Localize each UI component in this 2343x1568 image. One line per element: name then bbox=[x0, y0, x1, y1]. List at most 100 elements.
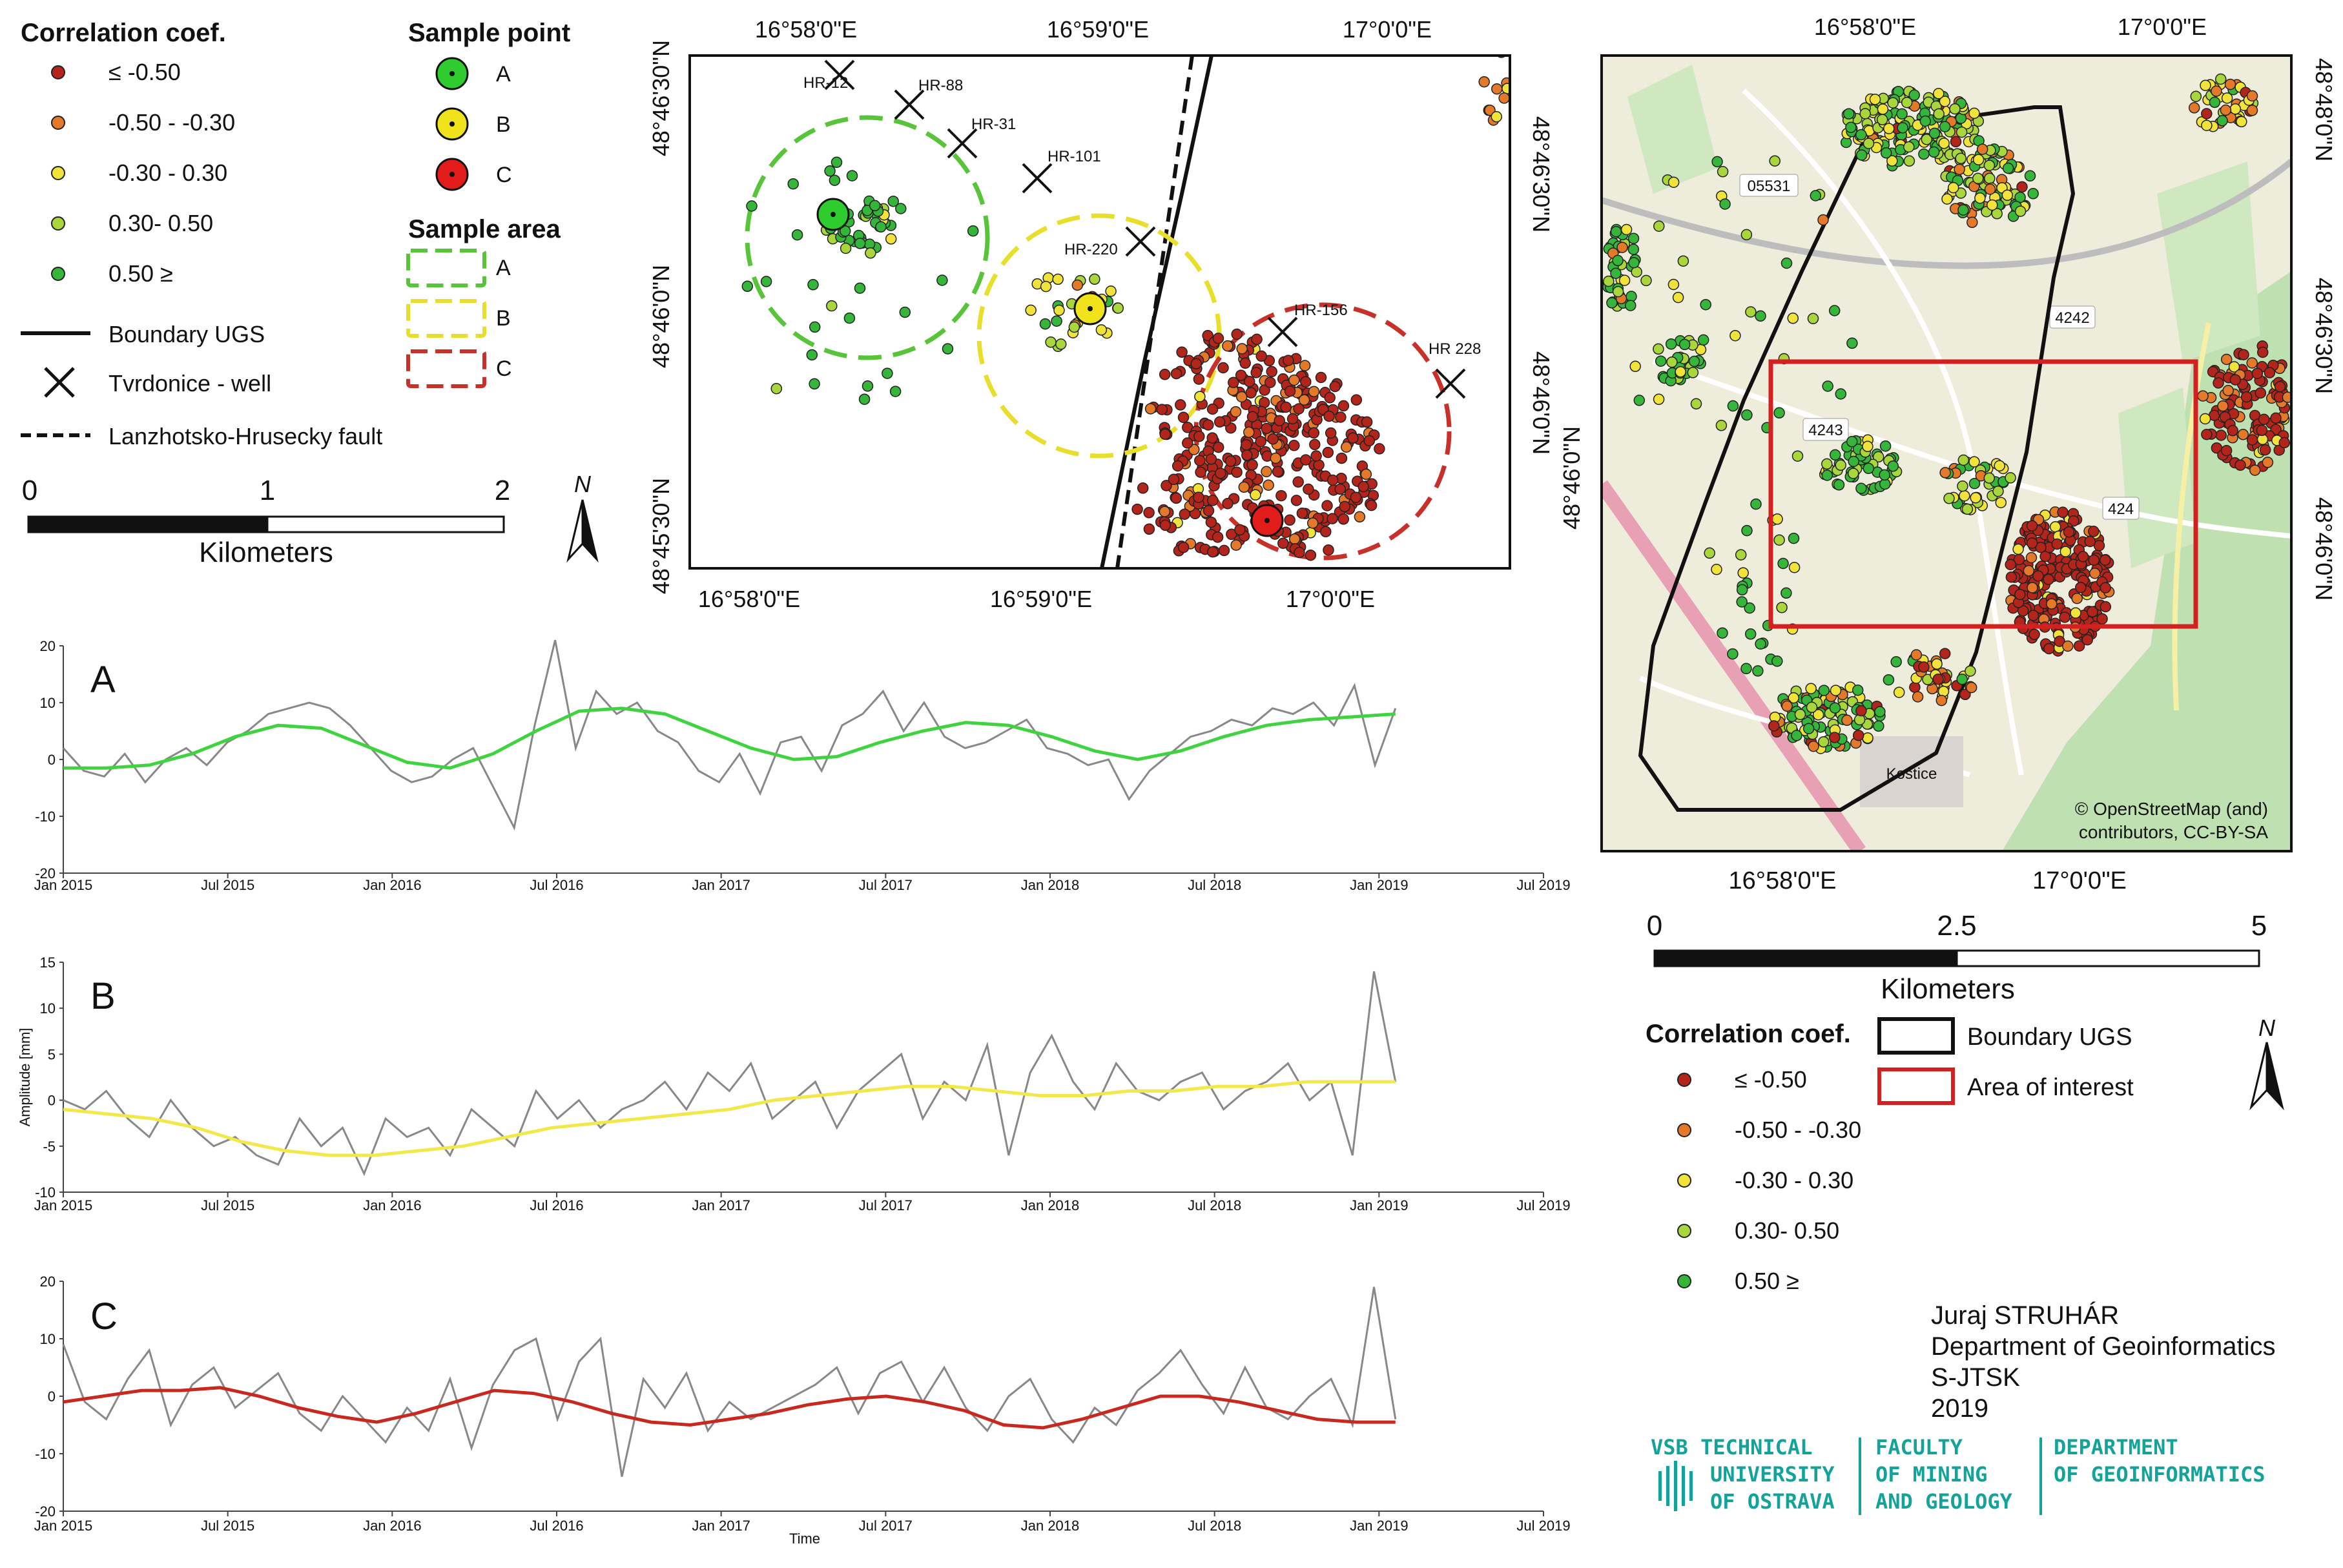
ps-point bbox=[1071, 279, 1084, 291]
ps-point bbox=[1052, 273, 1064, 285]
x-tick-label: Jul 2018 bbox=[1188, 1518, 1241, 1534]
x-tick-label: Jan 2016 bbox=[363, 877, 422, 893]
ps-point bbox=[1321, 500, 1333, 511]
credit-author: Juraj STRUHÁR bbox=[1931, 1301, 2119, 1330]
ps-points-detail bbox=[741, 56, 1510, 561]
ps-point bbox=[1212, 531, 1224, 543]
overview-map-border bbox=[1600, 54, 2293, 852]
y-tick-label: 10 bbox=[40, 1331, 56, 1347]
ps-point bbox=[1835, 388, 1847, 400]
boundary-symbol-right bbox=[1877, 1017, 1955, 1055]
ps-point bbox=[807, 279, 819, 291]
panel-label-A: A bbox=[90, 659, 116, 701]
ps-point bbox=[1193, 491, 1204, 503]
corr-class-symbol-right bbox=[1677, 1073, 1691, 1087]
ps-point bbox=[1182, 437, 1193, 449]
ps-point bbox=[1935, 694, 1948, 707]
credit-year: 2019 bbox=[1931, 1394, 1988, 1423]
ov-scale-tick-0: 0 bbox=[1647, 910, 1662, 942]
ps-point bbox=[1610, 267, 1622, 279]
corr-class-symbol-right bbox=[1677, 1274, 1691, 1288]
ps-point bbox=[1350, 491, 1362, 503]
ps-point bbox=[1231, 328, 1243, 340]
corr-class-label-right: ≤ -0.50 bbox=[1735, 1066, 1807, 1093]
ps-point bbox=[1159, 506, 1171, 517]
university-logo: VSB TECHNICAL UNIVERSITY OF OSTRAVA FACU… bbox=[1651, 1435, 2266, 1515]
y-tick-label: 20 bbox=[40, 1274, 56, 1290]
ps-point bbox=[1243, 375, 1255, 387]
ps-point bbox=[1293, 403, 1305, 415]
ps-point bbox=[1939, 121, 1951, 132]
ps-point bbox=[1170, 492, 1182, 504]
ps-point bbox=[1144, 403, 1157, 415]
detail-bottom-tick-1: 16°59'0"E bbox=[990, 586, 1092, 612]
logo-col2-line1: FACULTY bbox=[1875, 1435, 1963, 1460]
x-tick-label: Jul 2019 bbox=[1516, 1197, 1570, 1213]
ps-point bbox=[1206, 432, 1218, 444]
corr-class-label: ≤ -0.50 bbox=[108, 59, 181, 85]
ps-point bbox=[1292, 476, 1304, 488]
ps-point bbox=[1890, 656, 1902, 668]
ps-point bbox=[1294, 546, 1305, 559]
ps-point bbox=[1053, 304, 1065, 316]
ps-point bbox=[1653, 220, 1665, 232]
ps-point bbox=[1829, 449, 1841, 461]
ps-point bbox=[1625, 300, 1636, 311]
svg-text:4243: 4243 bbox=[1808, 422, 1842, 439]
ps-point bbox=[1688, 355, 1700, 367]
road-label-4243: 4243 bbox=[1802, 418, 1849, 441]
ps-point bbox=[1968, 477, 1981, 490]
ps-point bbox=[1727, 400, 1739, 412]
ps-point bbox=[2059, 612, 2070, 623]
ps-point bbox=[1768, 720, 1780, 732]
ps-point bbox=[1478, 76, 1490, 88]
ps-point bbox=[1205, 453, 1217, 465]
ps-point bbox=[2246, 105, 2258, 116]
ps-point bbox=[1887, 460, 1899, 472]
ps-point bbox=[2217, 400, 2229, 412]
ps-point bbox=[2235, 459, 2246, 471]
ps-point bbox=[2259, 444, 2271, 456]
north-arrow-icon: N bbox=[566, 471, 599, 563]
detail-top-tick-0: 16°58'0"E bbox=[755, 16, 857, 43]
ps-point bbox=[1835, 459, 1846, 471]
corr-class-label-right: 0.30- 0.50 bbox=[1735, 1217, 1839, 1244]
ps-point bbox=[2014, 588, 2026, 601]
ps-point bbox=[1190, 358, 1202, 370]
ps-point bbox=[791, 229, 803, 241]
ps-point bbox=[1991, 208, 2003, 220]
ps-point bbox=[1159, 519, 1172, 531]
ps-point bbox=[2227, 425, 2238, 437]
x-tick-label: Jul 2015 bbox=[201, 1197, 254, 1213]
ps-point bbox=[1994, 460, 2005, 472]
x-tick-label: Jul 2016 bbox=[530, 877, 583, 893]
ps-point bbox=[1168, 473, 1180, 486]
ps-point bbox=[2026, 537, 2038, 549]
sample-area-symbol bbox=[406, 349, 486, 388]
ps-point bbox=[2213, 377, 2224, 389]
x-tick-label: Jul 2017 bbox=[859, 1518, 913, 1534]
well-label: HR-88 bbox=[918, 77, 963, 94]
series-displacement bbox=[63, 971, 1397, 1177]
ps-point bbox=[1919, 115, 1932, 127]
ps-point bbox=[1250, 367, 1262, 378]
aoi-label-right: Area of interest bbox=[1967, 1074, 2134, 1101]
detail-left-tick-2: 48°45'30"N bbox=[648, 478, 674, 594]
x-tick-label: Jul 2016 bbox=[530, 1197, 583, 1213]
ps-point bbox=[1812, 709, 1824, 721]
ps-point bbox=[1830, 685, 1842, 696]
ps-point bbox=[1360, 468, 1372, 480]
ps-point bbox=[1711, 156, 1723, 168]
ps-point bbox=[1334, 483, 1346, 495]
ps-point bbox=[1288, 533, 1301, 545]
ps-point bbox=[2222, 385, 2234, 397]
detail-left-tick-1: 48°46'0"N bbox=[648, 265, 674, 368]
ps-point bbox=[1909, 681, 1921, 693]
ps-point bbox=[2221, 92, 2233, 104]
road-minor bbox=[1652, 359, 2291, 539]
ps-point bbox=[2014, 205, 2027, 217]
ps-point bbox=[1821, 469, 1833, 481]
